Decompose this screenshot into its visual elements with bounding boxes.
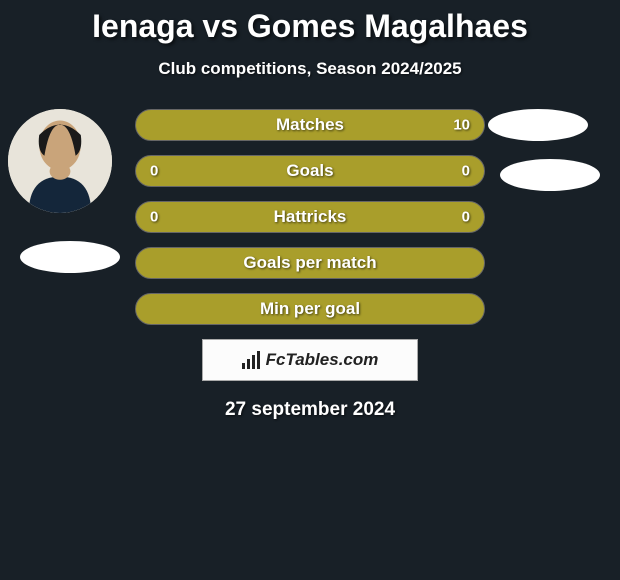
stat-left-value: 0 <box>150 163 158 180</box>
watermark-text: FcTables.com <box>266 350 379 370</box>
comparison-container: Matches 10 0 Goals 0 0 Hattricks 0 Goals… <box>0 109 620 421</box>
stat-label: Hattricks <box>274 207 347 227</box>
stat-right-value: 10 <box>453 117 470 134</box>
bars-icon <box>242 351 260 369</box>
stat-row-goals: 0 Goals 0 <box>135 155 485 187</box>
stat-row-hattricks: 0 Hattricks 0 <box>135 201 485 233</box>
stat-rows: Matches 10 0 Goals 0 0 Hattricks 0 Goals… <box>135 109 485 325</box>
person-icon <box>8 109 112 213</box>
stat-label: Matches <box>276 115 344 135</box>
page-subtitle: Club competitions, Season 2024/2025 <box>0 59 620 79</box>
player-right-flag-2 <box>500 159 600 191</box>
stat-right-value: 0 <box>462 209 470 226</box>
stat-label: Goals <box>286 161 333 181</box>
stat-row-matches: Matches 10 <box>135 109 485 141</box>
stat-right-value: 0 <box>462 163 470 180</box>
player-right-flag-1 <box>488 109 588 141</box>
player-left-avatar <box>8 109 112 213</box>
stat-label: Goals per match <box>243 253 376 273</box>
stat-row-min-per-goal: Min per goal <box>135 293 485 325</box>
stat-left-value: 0 <box>150 209 158 226</box>
watermark-badge: FcTables.com <box>202 339 418 381</box>
page-title: Ienaga vs Gomes Magalhaes <box>0 0 620 45</box>
player-left-flag <box>20 241 120 273</box>
stat-label: Min per goal <box>260 299 360 319</box>
stat-row-goals-per-match: Goals per match <box>135 247 485 279</box>
date-label: 27 september 2024 <box>0 399 620 421</box>
